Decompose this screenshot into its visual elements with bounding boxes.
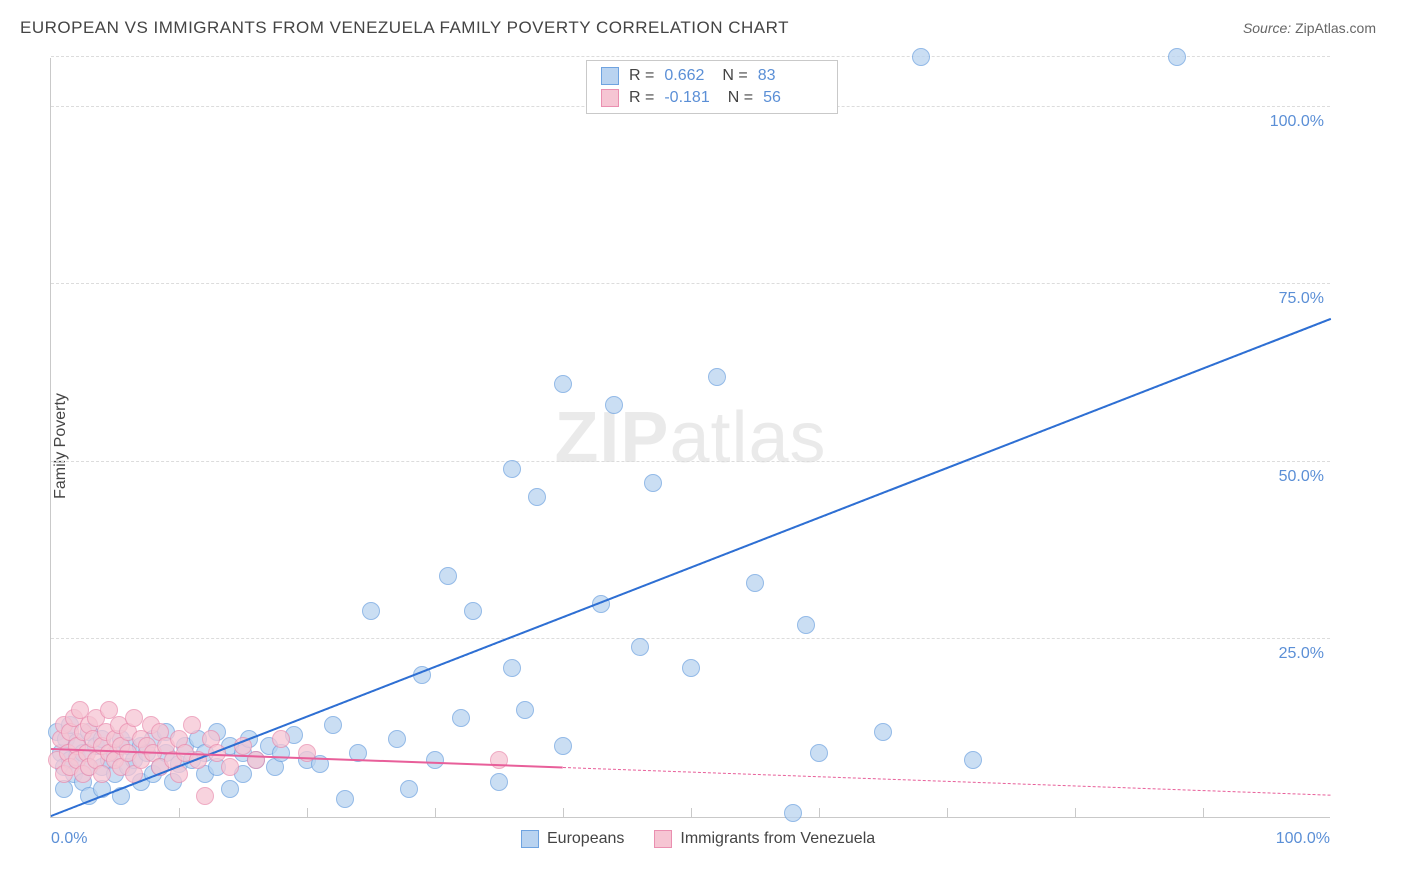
x-tick	[691, 808, 692, 818]
data-point	[183, 716, 201, 734]
data-point	[605, 396, 623, 414]
x-tick-label: 100.0%	[1276, 830, 1330, 848]
data-point	[528, 488, 546, 506]
y-tick-label: 75.0%	[1279, 290, 1324, 308]
data-point	[439, 567, 457, 585]
correlation-legend-row: R = -0.181 N = 56	[587, 87, 837, 109]
x-tick	[307, 808, 308, 818]
x-tick	[1203, 808, 1204, 818]
gridline	[51, 461, 1330, 462]
stat-r-label: R =	[629, 67, 654, 85]
watermark: ZIPatlas	[554, 397, 826, 479]
legend-item: Europeans	[521, 830, 624, 848]
legend-item: Immigrants from Venezuela	[654, 830, 875, 848]
stat-r-label: R =	[629, 89, 654, 107]
regression-line	[563, 767, 1331, 796]
source: Source: ZipAtlas.com	[1243, 20, 1376, 36]
data-point	[554, 737, 572, 755]
data-point	[400, 780, 418, 798]
y-tick-label: 50.0%	[1279, 468, 1324, 486]
source-label: Source:	[1243, 20, 1291, 36]
data-point	[644, 474, 662, 492]
y-tick-label: 100.0%	[1270, 113, 1324, 131]
gridline	[51, 283, 1330, 284]
stat-n-label: N =	[722, 67, 747, 85]
stat-r-value: 0.662	[664, 67, 704, 85]
data-point	[746, 574, 764, 592]
data-point	[125, 709, 143, 727]
stat-r-value: -0.181	[664, 89, 709, 107]
data-point	[516, 701, 534, 719]
data-point	[964, 751, 982, 769]
correlation-legend-row: R = 0.662 N = 83	[587, 65, 837, 87]
x-tick	[819, 808, 820, 818]
data-point	[784, 804, 802, 822]
data-point	[682, 659, 700, 677]
legend-swatch	[601, 67, 619, 85]
data-point	[247, 751, 265, 769]
series-legend: Europeans Immigrants from Venezuela	[521, 830, 875, 848]
data-point	[221, 780, 239, 798]
data-point	[1168, 48, 1186, 66]
data-point	[272, 730, 290, 748]
data-point	[464, 602, 482, 620]
data-point	[426, 751, 444, 769]
legend-label: Immigrants from Venezuela	[680, 830, 875, 848]
data-point	[336, 790, 354, 808]
gridline	[51, 56, 1330, 57]
data-point	[221, 758, 239, 776]
data-point	[874, 723, 892, 741]
scatter-plot: ZIPatlas 25.0%50.0%75.0%100.0%0.0%100.0%…	[50, 58, 1330, 818]
regression-line	[51, 318, 1332, 817]
data-point	[324, 716, 342, 734]
data-point	[93, 765, 111, 783]
stat-n-value: 83	[758, 67, 776, 85]
stat-n-value: 56	[763, 89, 781, 107]
gridline	[51, 638, 1330, 639]
x-tick	[435, 808, 436, 818]
x-tick	[179, 808, 180, 818]
correlation-legend: R = 0.662 N = 83 R = -0.181 N = 56	[586, 60, 838, 114]
stat-n-label: N =	[728, 89, 753, 107]
data-point	[452, 709, 470, 727]
data-point	[912, 48, 930, 66]
data-point	[196, 787, 214, 805]
x-tick	[563, 808, 564, 818]
y-tick-label: 25.0%	[1279, 645, 1324, 663]
legend-swatch	[654, 830, 672, 848]
data-point	[554, 375, 572, 393]
data-point	[490, 773, 508, 791]
data-point	[708, 368, 726, 386]
data-point	[388, 730, 406, 748]
x-tick	[947, 808, 948, 818]
source-value: ZipAtlas.com	[1295, 20, 1376, 36]
data-point	[797, 616, 815, 634]
data-point	[631, 638, 649, 656]
x-tick-label: 0.0%	[51, 830, 87, 848]
legend-label: Europeans	[547, 830, 624, 848]
data-point	[490, 751, 508, 769]
x-tick	[1075, 808, 1076, 818]
chart-title: EUROPEAN VS IMMIGRANTS FROM VENEZUELA FA…	[20, 18, 789, 38]
legend-swatch	[601, 89, 619, 107]
data-point	[810, 744, 828, 762]
data-point	[362, 602, 380, 620]
data-point	[503, 460, 521, 478]
data-point	[503, 659, 521, 677]
legend-swatch	[521, 830, 539, 848]
watermark-atlas: atlas	[669, 398, 826, 478]
